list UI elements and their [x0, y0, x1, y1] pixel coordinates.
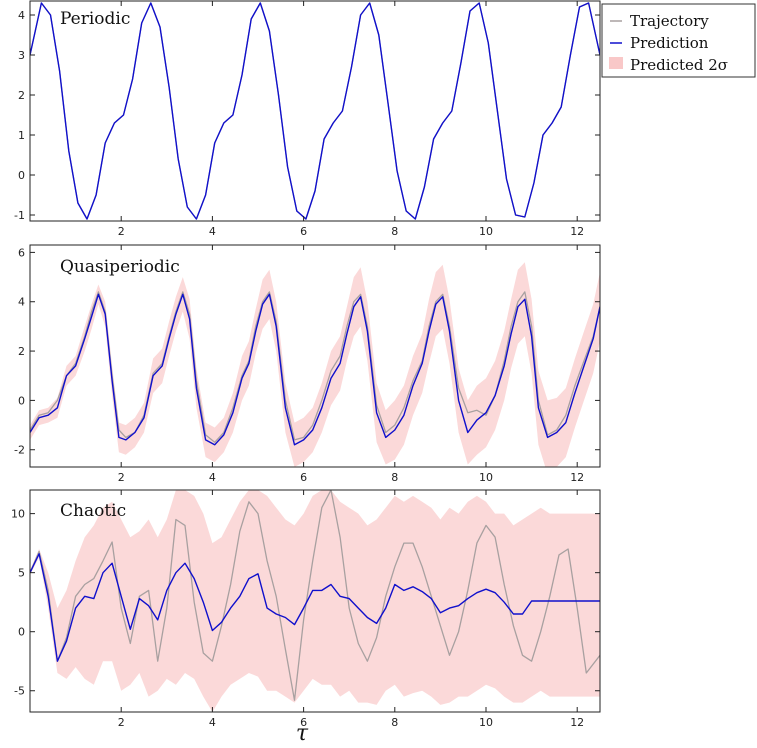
y-tick-label: -1: [14, 209, 25, 222]
y-tick-label: -5: [14, 685, 25, 698]
legend-label-prediction: Prediction: [630, 34, 709, 52]
y-tick-label: 6: [18, 246, 25, 259]
panel-title: Chaotic: [60, 501, 126, 521]
x-tick-label: 6: [300, 716, 307, 729]
panel-chaotic: 2 4 6 8 10 12 -5 0 5 10 Chaotic: [11, 489, 601, 729]
legend: Trajectory Prediction Predicted 2σ: [601, 3, 756, 78]
legend-label-trajectory: Trajectory: [630, 12, 709, 30]
axes-frame: [29, 489, 601, 713]
y-tick-label: 10: [11, 508, 25, 521]
x-tick-label: 2: [118, 225, 125, 238]
series-line-trajectory: [30, 291, 600, 443]
x-tick-label: 6: [300, 225, 307, 238]
y-tick-label: 0: [18, 394, 25, 407]
x-tick-label: 4: [209, 471, 216, 484]
panel-title: Quasiperiodic: [60, 257, 180, 277]
legend-swatch-2sigma: [609, 57, 623, 69]
series-line-prediction: [30, 2, 600, 220]
series-line-prediction: [30, 553, 600, 662]
y-tick-label: 2: [18, 89, 25, 102]
panel-title: Periodic: [60, 9, 130, 29]
x-tick-label: 2: [118, 716, 125, 729]
x-tick-label: 8: [391, 716, 398, 729]
band-predicted-2sigma: [30, 262, 600, 467]
y-tick-label: -2: [14, 444, 25, 457]
x-tick-label: 10: [479, 225, 493, 238]
series-line-trajectory: [30, 2, 600, 220]
band-predicted-2sigma: [30, 490, 600, 712]
y-tick-label: 3: [18, 49, 25, 62]
x-tick-label: 4: [209, 716, 216, 729]
x-tick-label: 8: [391, 471, 398, 484]
y-tick-label: 4: [18, 9, 25, 22]
axes-frame: [29, 244, 601, 468]
y-tick-label: 0: [18, 626, 25, 639]
y-tick-label: 5: [18, 567, 25, 580]
legend-box: [601, 3, 756, 78]
x-tick-label: 12: [570, 225, 584, 238]
y-tick-label: 0: [18, 169, 25, 182]
x-tick-label: 12: [570, 471, 584, 484]
x-axis-label: τ: [296, 721, 309, 746]
axes-frame: [29, 0, 601, 222]
plot-area: [30, 490, 600, 712]
y-tick-label: 2: [18, 345, 25, 358]
x-tick-label: 8: [391, 225, 398, 238]
legend-label-2sigma: Predicted 2σ: [630, 56, 728, 74]
x-tick-label: 12: [570, 716, 584, 729]
x-tick-label: 10: [479, 716, 493, 729]
series-line-prediction: [30, 293, 600, 446]
y-tick-label: 4: [18, 296, 25, 309]
series-line-trajectory: [30, 490, 600, 701]
panel-quasiperiodic: 2 4 6 8 10 12 -2 0 2 4 6 Quasiperiodic: [14, 244, 601, 484]
plot-area: [30, 262, 600, 467]
plot-area: [30, 2, 600, 220]
x-tick-label: 2: [118, 471, 125, 484]
x-tick-label: 4: [209, 225, 216, 238]
y-tick-label: 1: [18, 129, 25, 142]
x-tick-label: 10: [479, 471, 493, 484]
x-tick-label: 6: [300, 471, 307, 484]
